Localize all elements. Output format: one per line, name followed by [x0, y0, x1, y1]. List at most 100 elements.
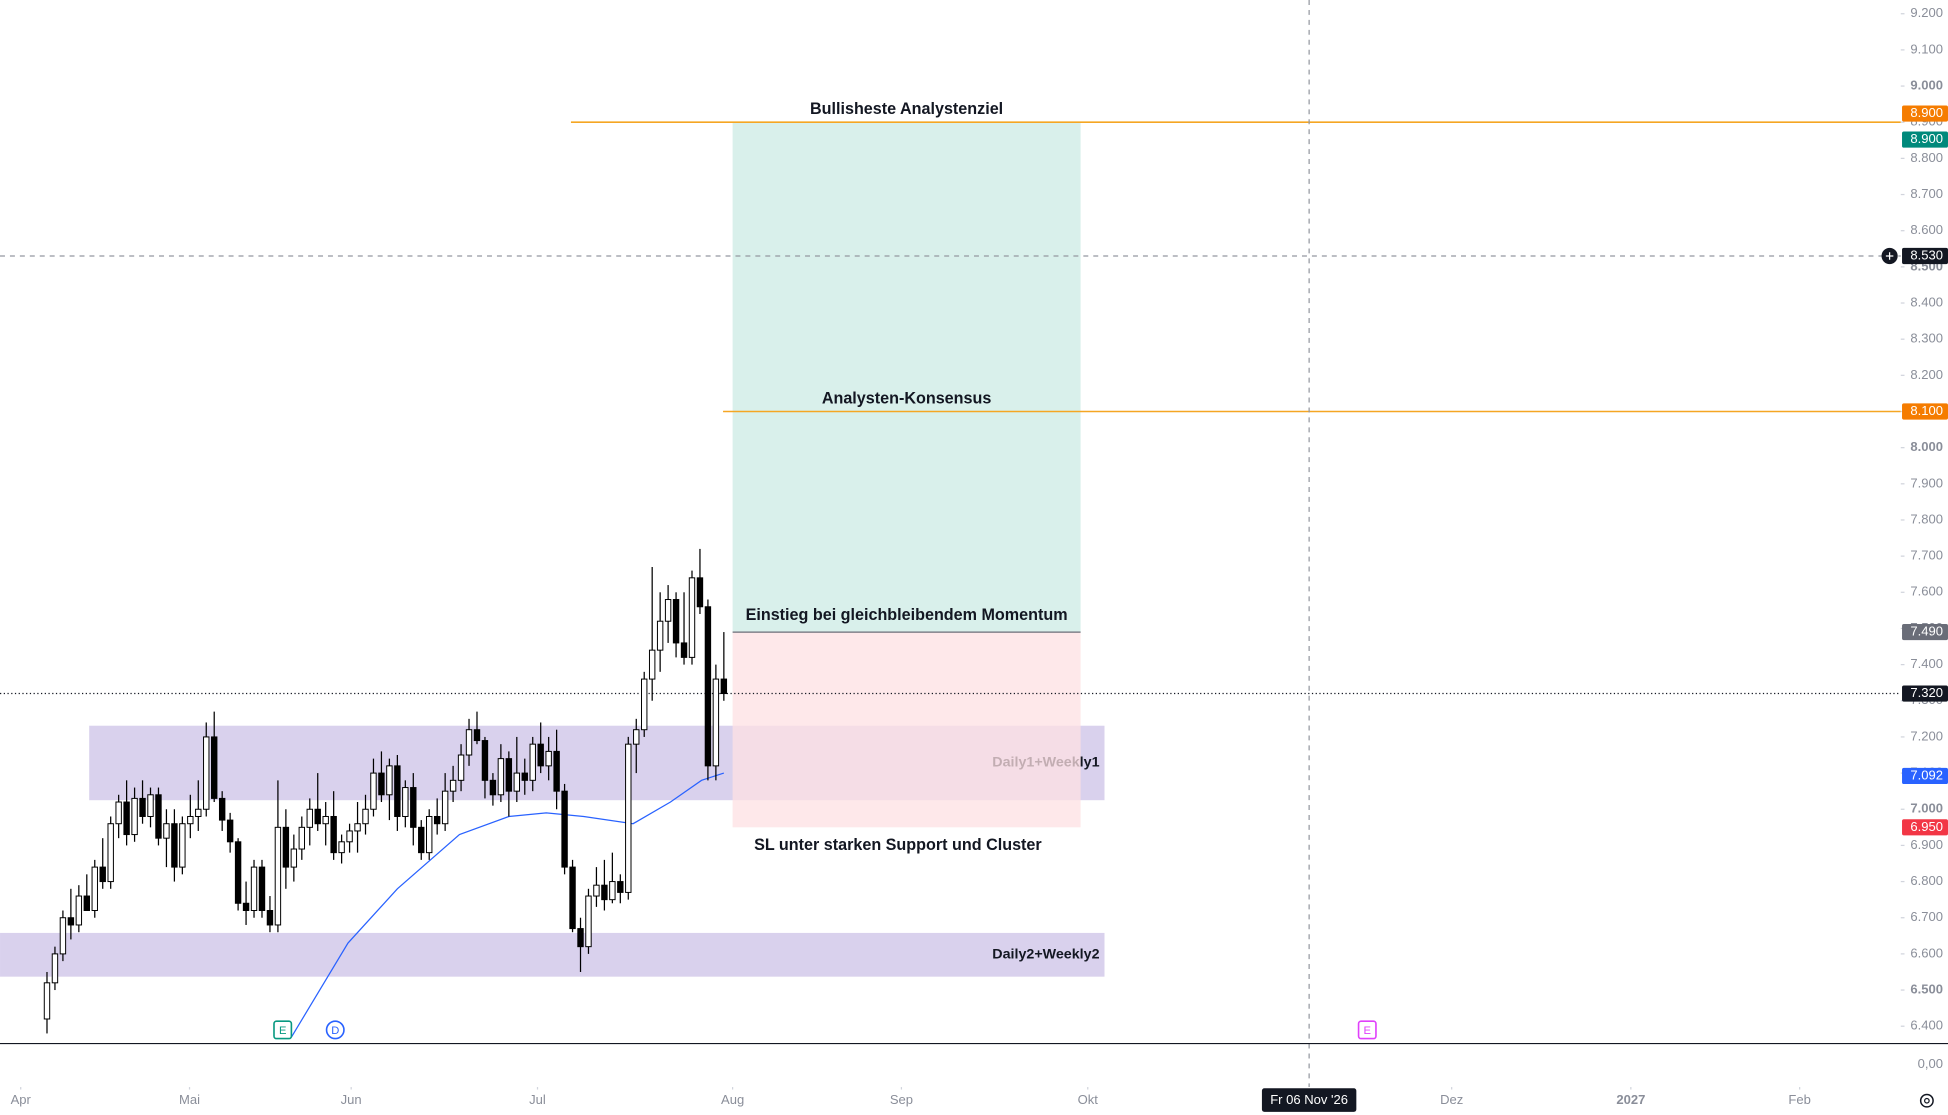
- x-tick-label: Apr: [11, 1092, 32, 1107]
- settings-gear[interactable]: [1919, 1093, 1934, 1108]
- event-icon: [273, 1020, 293, 1040]
- candle-body: [617, 881, 624, 893]
- x-tick-label: Aug: [721, 1092, 744, 1107]
- candle-body: [473, 729, 481, 742]
- candle-body: [322, 815, 329, 825]
- candle-body: [720, 678, 728, 695]
- candle-body: [51, 953, 59, 984]
- x-tick-label: Mai: [179, 1092, 200, 1107]
- candle-body: [394, 765, 401, 817]
- event-label: D: [331, 1025, 339, 1037]
- x-tick-label: Feb: [1788, 1092, 1810, 1107]
- candle-body: [641, 678, 648, 731]
- candle-body: [489, 779, 497, 796]
- candle-body: [338, 841, 345, 854]
- candle-body: [656, 620, 664, 651]
- crosshair-add-plus: [1885, 252, 1894, 260]
- profit-zone: [732, 122, 1081, 633]
- candle-body: [633, 729, 640, 745]
- candle-body: [362, 808, 369, 825]
- candle-body: [274, 826, 282, 926]
- candle-body: [250, 866, 258, 911]
- candle-body: [242, 902, 250, 911]
- crosshair-x-badge: [1261, 1088, 1357, 1112]
- y-tick-label: 6.600: [1910, 945, 1943, 960]
- x-tick-label: Jun: [341, 1092, 362, 1107]
- candle-body: [553, 750, 560, 792]
- candle-body: [67, 917, 75, 926]
- candle-body: [258, 866, 266, 911]
- candle-body: [585, 895, 592, 948]
- stop-label: SL unter starken Support und Cluster: [754, 836, 1042, 854]
- candle-body: [99, 866, 106, 883]
- price-badge: [1902, 623, 1948, 641]
- candle-body: [601, 884, 608, 901]
- y-tick-label: 8.300: [1910, 331, 1943, 346]
- y-tick-label: 9.100: [1910, 41, 1943, 56]
- price-badge-label: 8.900: [1910, 105, 1943, 120]
- candle-body: [218, 797, 226, 821]
- candle-body: [330, 815, 337, 854]
- candle-body: [513, 772, 521, 792]
- candle-body: [497, 758, 505, 796]
- y-tick-label: 8.600: [1910, 222, 1943, 237]
- candle-body: [402, 787, 409, 817]
- candle-body: [648, 649, 656, 680]
- candle-body: [314, 808, 321, 825]
- level-label: Analysten-Konsensus: [822, 389, 992, 407]
- candle-body: [131, 797, 138, 836]
- x-tick-label: Jul: [529, 1092, 546, 1107]
- candle-body: [569, 866, 576, 930]
- price-badge-label: 7.490: [1910, 624, 1943, 639]
- y-tick-label: 9.000: [1910, 77, 1943, 92]
- settings-gear-core[interactable]: [1924, 1097, 1930, 1104]
- candle-body: [672, 599, 680, 644]
- settings-icon[interactable]: [1919, 1093, 1934, 1108]
- candle-body: [171, 823, 178, 868]
- y-tick-label: 8.200: [1910, 367, 1943, 382]
- price-badge: [1902, 685, 1948, 702]
- price-badge: [1902, 403, 1948, 420]
- y-tick-label: 8.000: [1910, 439, 1943, 454]
- price-badge: [1902, 819, 1948, 836]
- candle-body: [561, 790, 568, 868]
- candle-body: [712, 678, 720, 767]
- candle-body: [449, 779, 457, 792]
- y-tick-label: 6.800: [1910, 873, 1943, 888]
- price-badge-label: 6.950: [1910, 819, 1943, 834]
- candle-body: [266, 910, 274, 926]
- candle-body: [179, 823, 186, 868]
- event-icon: [1357, 1020, 1377, 1040]
- candle-body: [107, 823, 114, 883]
- y-tick-label: 7.700: [1910, 548, 1943, 563]
- price-badge: [1902, 247, 1948, 265]
- x-tick-label: Sep: [890, 1092, 913, 1107]
- candle-body: [410, 787, 417, 828]
- zone: [0, 932, 1105, 977]
- candle-body: [577, 928, 584, 948]
- y-tick-label: 7.600: [1910, 584, 1943, 599]
- y-tick-label: 9.200: [1910, 5, 1943, 20]
- price-badge-label: 8.100: [1910, 403, 1943, 418]
- candle-body: [545, 750, 552, 767]
- event-label: E: [1364, 1025, 1371, 1037]
- candle-body: [593, 884, 600, 897]
- zone-label: Daily2+Weekly2: [992, 947, 1099, 963]
- candle-body: [115, 801, 122, 825]
- candle-body: [521, 772, 528, 781]
- candle-body: [211, 736, 218, 799]
- candle-body: [386, 765, 393, 796]
- candle-body: [696, 577, 704, 608]
- x-tick-label: 2027: [1616, 1092, 1645, 1107]
- candle-body: [195, 808, 202, 817]
- y-tick-label: 6.700: [1910, 909, 1943, 924]
- candle-body: [203, 736, 210, 810]
- y-tick-label: 7.400: [1910, 656, 1943, 671]
- price-badge-label: 7.320: [1910, 685, 1943, 700]
- price-badge-label: 8.530: [1910, 247, 1943, 262]
- candle-body: [529, 743, 536, 781]
- candle-body: [83, 895, 91, 911]
- candle-body: [609, 881, 616, 901]
- y-tick-label: 7.800: [1910, 511, 1943, 526]
- candle-body: [378, 772, 385, 796]
